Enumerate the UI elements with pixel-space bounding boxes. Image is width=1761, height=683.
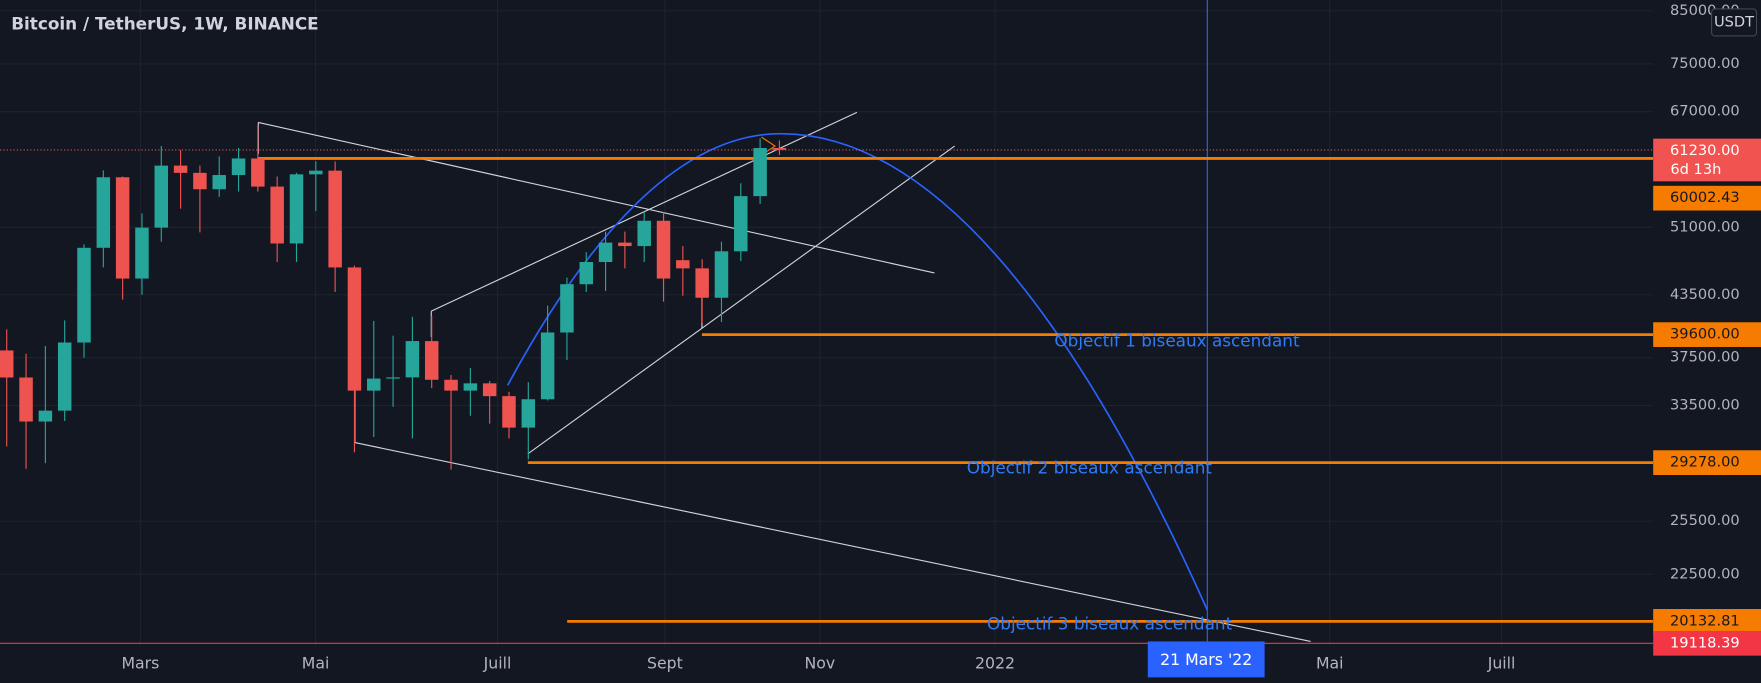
y-tick-label: 43500.00 [1670, 286, 1740, 303]
candle-body [540, 332, 555, 400]
level-label: 39600.00 [1670, 326, 1740, 343]
x-tick-label: 2022 [975, 653, 1015, 672]
level-label: 29278.00 [1670, 454, 1740, 471]
wedge-lower [527, 145, 955, 455]
candle-body [463, 383, 478, 391]
y-tick-label: 67000.00 [1670, 103, 1740, 120]
candle-body [270, 186, 284, 244]
candle-body [405, 341, 420, 378]
level-label-box [1653, 185, 1761, 211]
candle-body [0, 350, 14, 378]
y-tick-label: 22500.00 [1670, 565, 1740, 582]
level-label-box [1653, 450, 1761, 475]
countdown: 6d 13h [1670, 161, 1721, 178]
candle-body [154, 165, 169, 228]
candle-body [753, 148, 767, 197]
candle-body [38, 410, 53, 422]
time-axis [0, 645, 1761, 683]
candle-body [212, 175, 226, 190]
levels [0, 149, 1654, 644]
wedge-upper [431, 111, 858, 312]
annotation: Objectif 3 biseaux ascendant [987, 614, 1233, 634]
grid [0, 0, 1654, 646]
candle-body [521, 399, 536, 428]
candle-body [502, 396, 516, 428]
currency-box [1711, 8, 1758, 37]
x-tick-label: Mai [302, 653, 330, 672]
crosshair-label-box [1147, 641, 1265, 678]
candle-body [424, 341, 439, 380]
candle-body [115, 177, 130, 279]
candle-body [328, 170, 342, 268]
candle-body [618, 242, 632, 247]
candle-body [251, 158, 265, 187]
candle-body [598, 242, 613, 262]
candle-body [289, 174, 304, 244]
chart-title: Bitcoin / TetherUS, 1W, BINANCE [11, 14, 318, 34]
candle-body [734, 196, 748, 252]
candle-body [560, 284, 574, 333]
currency: USDT [1714, 13, 1754, 30]
x-tick-label: Nov [805, 653, 836, 672]
candle-body [772, 148, 787, 150]
trend-line [258, 121, 935, 274]
annotation: Objectif 1 biseaux ascendant [1054, 330, 1300, 350]
x-tick-label: Juill [483, 653, 512, 672]
candle-body [309, 170, 323, 175]
candle-body [695, 268, 709, 298]
annotations: Objectif 1 biseaux ascendant Objectif 2 b… [967, 330, 1300, 633]
candle-body [57, 342, 72, 411]
candle-body [77, 247, 91, 343]
candle-body [714, 251, 729, 298]
crosshair-label: 21 Mars '22 [1160, 650, 1252, 669]
candle-body [96, 177, 111, 248]
axes: 85000.0075000.0067000.0051000.0043500.00… [121, 2, 1761, 678]
candle-body [579, 261, 593, 285]
x-tick-label: Sept [647, 653, 683, 672]
x-tick-label: Mai [1316, 653, 1344, 672]
y-tick-label: 25500.00 [1670, 512, 1740, 529]
y-tick-label: 37500.00 [1670, 349, 1740, 366]
trend-line [354, 442, 1311, 642]
candle-body [676, 260, 690, 269]
level-label-box [1653, 609, 1761, 634]
candle-body [637, 220, 651, 247]
candle-body [19, 377, 33, 422]
annotation: Objectif 2 biseaux ascendant [967, 457, 1213, 477]
x-tick-label: Juill [1487, 653, 1516, 672]
level-label: 20132.81 [1670, 612, 1740, 629]
candle-body [173, 165, 188, 173]
candle-body [482, 383, 497, 397]
level-label-box [1653, 322, 1761, 347]
candle-body [135, 227, 149, 279]
level-label: 60002.43 [1670, 189, 1740, 206]
y-tick-label: 33500.00 [1670, 397, 1740, 414]
last-price-label: 61230.00 [1670, 142, 1740, 159]
candle-body [367, 378, 381, 391]
x-tick-label: Mars [121, 653, 159, 672]
arc-projection [506, 132, 1209, 611]
y-tick-label: 75000.00 [1670, 55, 1740, 72]
last-price-box [1653, 138, 1761, 182]
level-label-box [1653, 630, 1761, 656]
candle-body [656, 220, 671, 279]
candles [0, 125, 787, 470]
y-tick-label: 51000.00 [1670, 218, 1740, 235]
level-label: 19118.39 [1670, 634, 1740, 651]
candle-body [231, 158, 246, 176]
candle-body [444, 379, 458, 391]
candle-body [386, 377, 400, 379]
candle-body [347, 267, 362, 391]
candle-body [193, 172, 207, 190]
